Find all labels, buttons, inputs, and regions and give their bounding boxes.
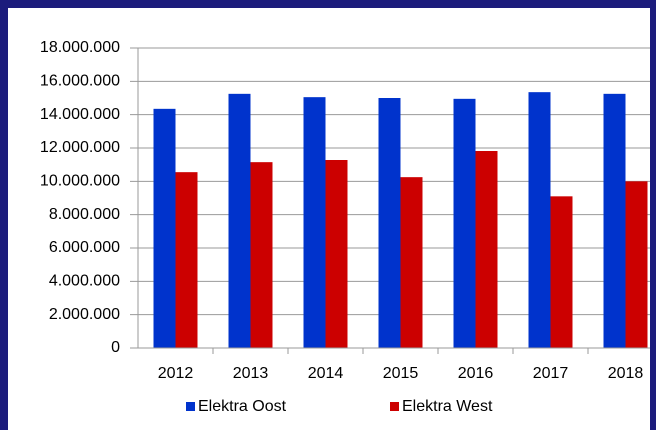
- y-tick-label: 14.000.000: [40, 106, 120, 123]
- bar: [603, 93, 626, 348]
- legend-label: Elektra West: [402, 398, 493, 415]
- y-tick-label: 6.000.000: [49, 239, 120, 256]
- bar: [475, 151, 498, 348]
- x-tick-label: 2017: [533, 365, 569, 382]
- y-tick-label: 2.000.000: [49, 306, 120, 323]
- y-tick-label: 8.000.000: [49, 206, 120, 223]
- legend-swatch: [186, 402, 195, 411]
- x-tick-label: 2018: [608, 365, 644, 382]
- y-tick-label: 10.000.000: [40, 173, 120, 190]
- legend-swatch: [390, 402, 399, 411]
- bar: [153, 108, 176, 348]
- bar: [550, 196, 573, 348]
- x-tick-label: 2015: [383, 365, 419, 382]
- bar: [528, 92, 551, 349]
- bar: [250, 162, 273, 348]
- y-tick-label: 18.000.000: [40, 39, 120, 56]
- bar: [453, 98, 476, 348]
- x-tick-label: 2016: [458, 365, 494, 382]
- bar: [325, 160, 348, 348]
- legend-label: Elektra Oost: [198, 398, 287, 415]
- y-tick-label: 0: [111, 339, 120, 356]
- bar: [303, 97, 326, 349]
- y-tick-label: 12.000.000: [40, 139, 120, 156]
- x-tick-label: 2012: [158, 365, 194, 382]
- x-tick-label: 2013: [233, 365, 269, 382]
- bar: [400, 177, 423, 348]
- bar: [378, 98, 401, 348]
- bar: [625, 181, 648, 348]
- y-tick-label: 4.000.000: [49, 273, 120, 290]
- bar: [228, 93, 251, 348]
- bar: [175, 172, 198, 348]
- y-tick-label: 16.000.000: [40, 73, 120, 90]
- x-tick-label: 2014: [308, 365, 344, 382]
